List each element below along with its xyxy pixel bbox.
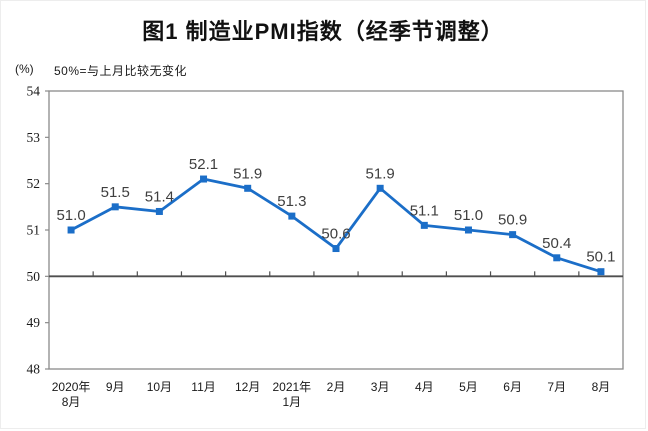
x-axis-label: 2021年 <box>272 380 311 394</box>
y-axis-label: 53 <box>27 130 41 145</box>
data-label: 51.5 <box>101 184 130 201</box>
x-axis-label: 7月 <box>547 380 566 394</box>
x-axis-label: 3月 <box>371 380 390 394</box>
y-axis-label: 50 <box>27 269 41 284</box>
x-axis-label: 8月 <box>62 395 81 409</box>
data-point-marker <box>509 231 517 239</box>
data-label: 51.9 <box>366 165 395 182</box>
data-point-marker <box>200 175 208 183</box>
data-label: 51.4 <box>145 188 174 205</box>
y-axis-label: 49 <box>27 315 41 330</box>
x-axis-label: 12月 <box>235 380 260 394</box>
data-label: 50.1 <box>586 249 615 266</box>
x-axis-label: 10月 <box>147 380 172 394</box>
x-axis-label: 2020年 <box>52 380 91 394</box>
data-label: 51.9 <box>233 165 262 182</box>
data-point-marker <box>376 184 384 192</box>
y-axis-label: 54 <box>27 84 41 99</box>
data-point-marker <box>332 245 340 253</box>
x-axis-label: 11月 <box>191 380 215 394</box>
x-axis-label: 5月 <box>459 380 478 394</box>
data-point-marker <box>155 207 163 215</box>
data-label: 51.0 <box>56 207 85 224</box>
x-axis-label: 9月 <box>106 380 125 394</box>
data-label: 51.1 <box>410 202 439 219</box>
data-label: 50.4 <box>542 235 571 252</box>
data-label: 51.3 <box>277 193 306 210</box>
data-point-marker <box>464 226 472 234</box>
data-point-marker <box>597 268 605 276</box>
x-axis-label: 8月 <box>592 380 611 394</box>
reference-note: 50%=与上月比较无变化 <box>54 64 188 78</box>
data-point-marker <box>288 212 296 220</box>
data-label: 52.1 <box>189 156 218 173</box>
x-axis-label: 4月 <box>415 380 434 394</box>
data-label: 50.6 <box>321 226 350 243</box>
x-axis-label: 2月 <box>327 380 346 394</box>
y-axis-unit-label: (%) <box>15 62 34 76</box>
data-point-marker <box>553 254 561 262</box>
data-point-marker <box>67 226 75 234</box>
y-axis-label: 48 <box>27 362 41 377</box>
data-point-marker <box>111 203 119 211</box>
x-axis-label: 1月 <box>283 395 302 409</box>
data-label: 50.9 <box>498 212 527 229</box>
data-point-marker <box>244 184 252 192</box>
x-axis-label: 6月 <box>503 380 522 394</box>
data-point-marker <box>420 221 428 229</box>
chart-title: 图1 制造业PMI指数（经季节调整） <box>142 19 504 44</box>
y-axis-label: 51 <box>27 223 41 238</box>
y-axis-label: 52 <box>27 176 41 191</box>
data-label: 51.0 <box>454 207 483 224</box>
